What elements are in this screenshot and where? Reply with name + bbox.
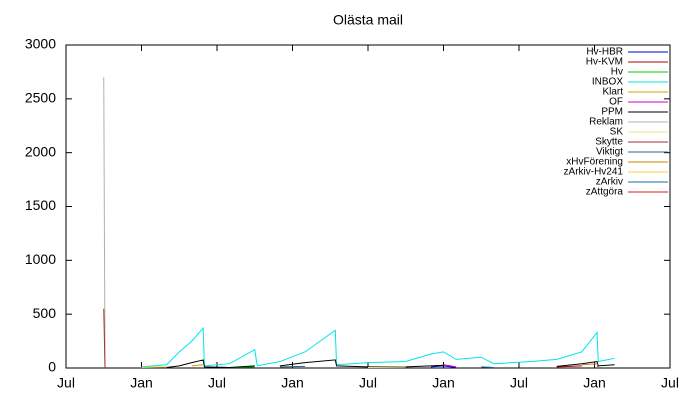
legend-label: xHvFörening [566, 157, 623, 168]
legend-label: zAttgöra [586, 187, 624, 198]
series-line [103, 308, 106, 369]
legend-label: Reklam [589, 117, 623, 128]
plot-frame [65, 44, 671, 369]
series-line [166, 359, 615, 368]
chart-title: Olästa mail [333, 12, 403, 28]
series-line [191, 364, 204, 367]
legend-label: OF [609, 97, 623, 108]
series-line [279, 365, 306, 368]
x-tick-label: Jul [57, 375, 75, 391]
legend-label: Skytte [595, 137, 623, 148]
legend-label: zArkiv-Hv241 [564, 167, 624, 178]
series-line [430, 365, 457, 368]
x-tick-label: Jul [661, 375, 679, 391]
legend-label: Hv-HBR [586, 47, 623, 58]
x-tick-label: Jan [432, 375, 455, 391]
series-line [596, 365, 599, 368]
x-tick-label: Jul [510, 375, 528, 391]
legend-label: Hv [611, 67, 623, 78]
y-tick-label: 3000 [25, 36, 56, 52]
series-line [481, 366, 494, 368]
legend-label: SK [610, 127, 624, 138]
y-tick-label: 500 [33, 305, 57, 321]
legend-label: Viktigt [596, 147, 623, 158]
y-tick-label: 1000 [25, 251, 56, 267]
legend-label: INBOX [592, 77, 623, 88]
x-tick-label: Jan [583, 375, 606, 391]
series-line [581, 363, 598, 366]
series-line [141, 326, 615, 368]
series-line [556, 365, 582, 368]
x-tick-label: Jan [281, 375, 304, 391]
y-tick-label: 2500 [25, 90, 56, 106]
series-line [141, 366, 167, 368]
legend-label: Hv-KVM [586, 57, 623, 68]
y-tick-label: 2000 [25, 143, 56, 159]
x-tick-label: Jan [130, 375, 153, 391]
legend-label: zArkiv [596, 177, 623, 188]
x-tick-label: Jul [208, 375, 226, 391]
legend-label: Klart [602, 87, 623, 98]
series-line [443, 364, 457, 368]
y-tick-label: 0 [48, 359, 56, 375]
y-tick-label: 1500 [25, 197, 56, 213]
series-line [103, 77, 106, 369]
legend-label: PPM [601, 107, 623, 118]
x-tick-label: Jul [359, 375, 377, 391]
